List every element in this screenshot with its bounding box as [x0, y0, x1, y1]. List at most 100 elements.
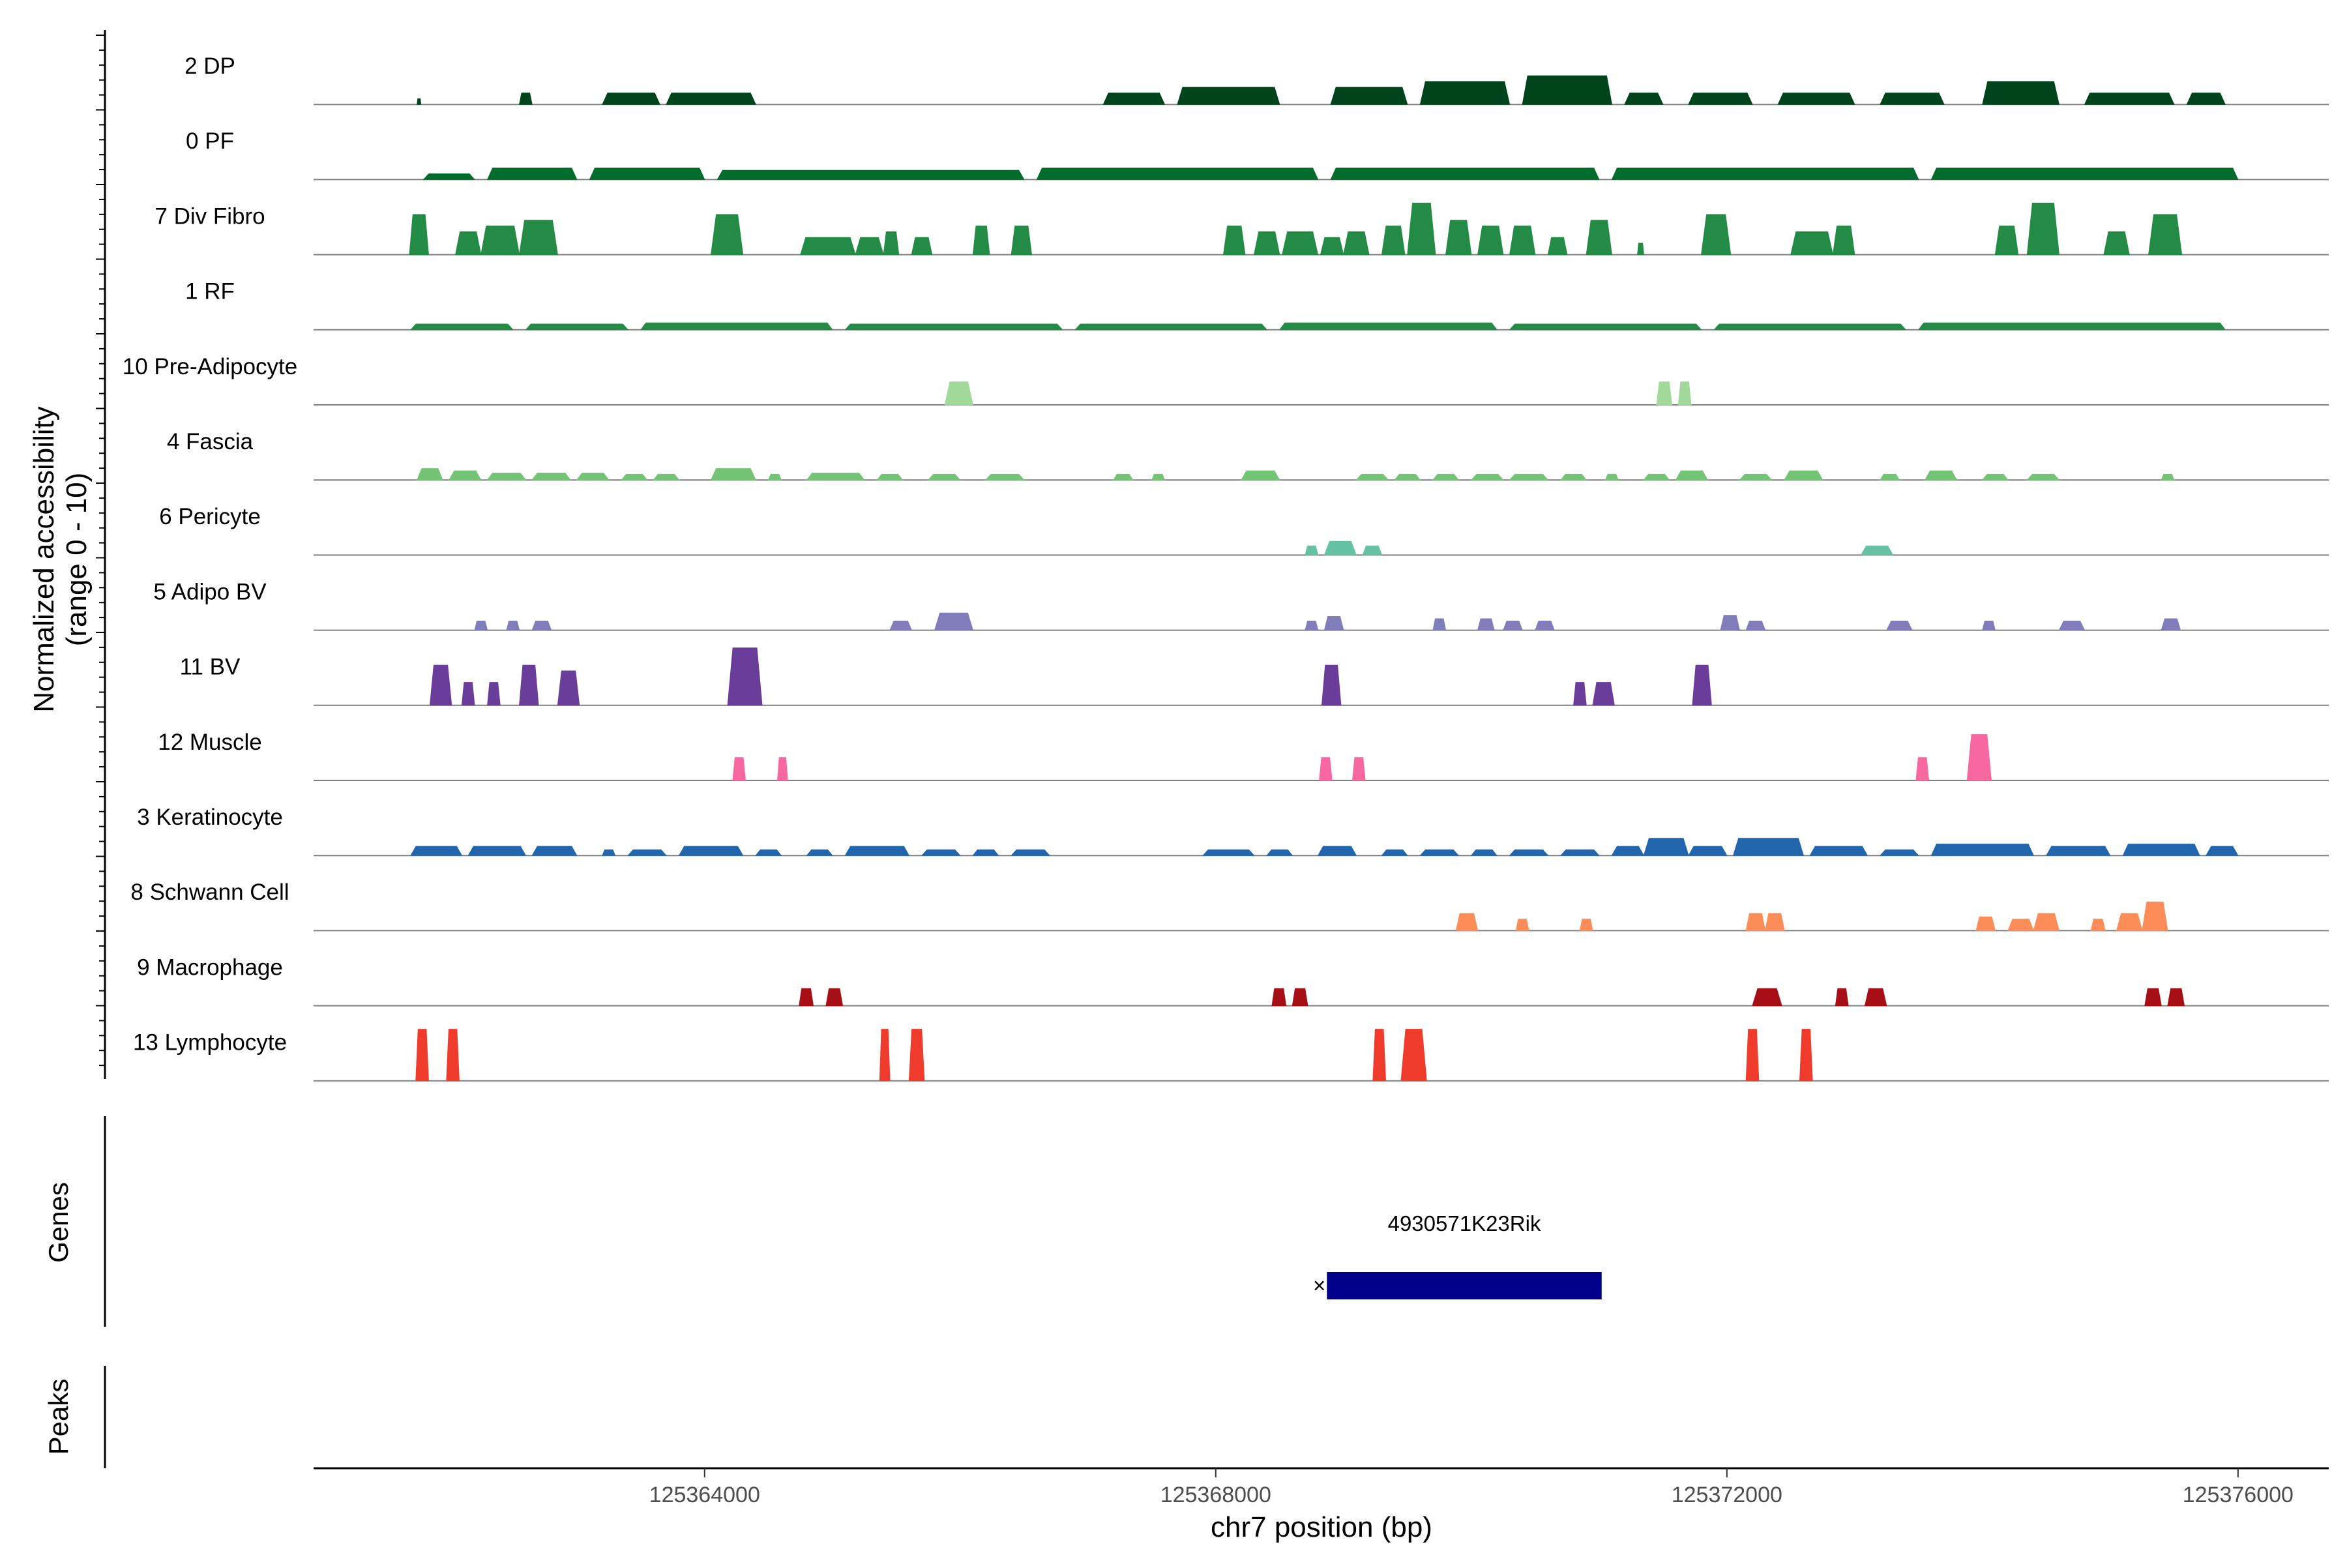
coverage-peak — [1745, 621, 1766, 631]
coverage-peak — [1509, 226, 1536, 256]
coverage-peak — [2205, 846, 2239, 856]
coverage-peak — [1509, 849, 1549, 856]
coverage-peak — [446, 1029, 460, 1082]
coverage-peak — [776, 757, 788, 781]
coverage-peak — [1372, 1029, 1387, 1082]
coverage-y-ticks — [96, 35, 105, 1067]
coverage-peak — [1477, 226, 1504, 256]
coverage-peak — [557, 670, 580, 706]
coverage-peak — [1330, 168, 1600, 180]
coverage-peak — [1407, 202, 1436, 256]
coverage-peak — [1688, 846, 1728, 856]
coverage-peak — [1643, 838, 1689, 856]
coverage-peak — [1879, 849, 1919, 856]
coverage-peak — [1319, 757, 1333, 781]
coverage-peak — [732, 757, 746, 781]
coverage-peak — [1503, 621, 1523, 631]
x-tick-label: 125372000 — [1672, 1483, 1782, 1507]
x-tick-label: 125364000 — [649, 1483, 760, 1507]
track-3: 7 Div Fibro — [155, 202, 2329, 256]
coverage-peak — [972, 849, 999, 856]
coverage-peak — [1445, 220, 1472, 256]
coverage-peak — [927, 473, 961, 481]
coverage-peak — [1752, 988, 1782, 1007]
track-10: 12 Muscle — [158, 730, 2329, 781]
coverage-peak — [806, 473, 865, 481]
track-2: 0 PF — [186, 128, 2329, 181]
coverage-peak — [1994, 226, 2019, 256]
track-14: 13 Lymphocyte — [133, 1029, 2329, 1082]
track-9: 11 BV — [180, 647, 2329, 706]
coverage-peak — [1547, 237, 1568, 256]
gene-annotations: 4930571K23Rik × — [1313, 1211, 1602, 1299]
coverage-peak — [1400, 1029, 1427, 1082]
coverage-peak — [1320, 237, 1344, 256]
coverage-peak — [1419, 849, 1460, 856]
coverage-peak — [2144, 988, 2162, 1007]
coverage-peak — [1579, 919, 1593, 931]
coverage-peak — [1151, 473, 1166, 481]
coverage-peak — [972, 226, 990, 256]
coverage-peak — [1323, 616, 1344, 631]
coverage-peak — [640, 322, 833, 331]
coverage-peak — [1241, 470, 1280, 481]
coverage-peak — [844, 323, 1063, 331]
coverage-peak — [1915, 757, 1930, 781]
x-axis-title: chr7 position (bp) — [1211, 1511, 1432, 1543]
coverage-peak — [2033, 913, 2060, 931]
coverage-peak — [461, 682, 475, 706]
coverage-peak — [2148, 214, 2183, 256]
genes-panel-title: Genes — [43, 1182, 74, 1263]
track-label: 3 Keratinocyte — [137, 805, 283, 830]
track-11: 3 Keratinocyte — [137, 805, 2329, 857]
coverage-peak — [602, 849, 616, 856]
peaks-panel-title: Peaks — [43, 1379, 74, 1455]
coverage-peak — [1470, 849, 1498, 856]
coverage-peak — [2161, 618, 2181, 631]
track-5: 10 Pre-Adipocyte — [123, 354, 2329, 406]
coverage-peak — [1604, 473, 1619, 481]
coverage-peak — [1177, 87, 1280, 105]
coverage-peak — [1637, 243, 1644, 256]
coverage-peak — [806, 849, 833, 856]
track-label: 2 DP — [185, 53, 235, 79]
track-1: 2 DP — [185, 53, 2329, 106]
coverage-peak — [2026, 202, 2059, 256]
coverage-peak — [799, 988, 814, 1007]
coverage-peak — [409, 323, 514, 331]
coverage-peak — [1885, 621, 1913, 631]
coverage-peak — [1643, 473, 1670, 481]
coverage-peak — [1720, 615, 1741, 631]
coverage-peak — [1832, 226, 1855, 256]
coverage-peak — [1102, 93, 1166, 105]
coverage-peak — [1305, 621, 1319, 631]
coverage-peak — [653, 473, 680, 481]
coverage-peak — [410, 846, 463, 856]
coverage-peak — [768, 473, 782, 481]
coverage-peak — [2007, 919, 2034, 931]
coverage-peak — [1784, 470, 1823, 481]
track-6: 4 Fascia — [167, 429, 2329, 481]
coverage-peak — [1323, 540, 1357, 555]
track-8: 5 Adipo BV — [153, 579, 2329, 631]
coverage-peak — [727, 647, 763, 706]
coverage-peak — [1790, 231, 1834, 256]
coverage-peak — [1559, 473, 1587, 481]
coverage-peak — [1611, 846, 1645, 856]
coverage-peak — [518, 93, 533, 105]
coverage-peak — [1292, 988, 1308, 1007]
coverage-peak — [1739, 473, 1773, 481]
coverage-peak — [1419, 81, 1511, 105]
track-12: 8 Schwann Cell — [130, 880, 2329, 932]
coverage-peak — [934, 612, 974, 631]
coverage-peak — [908, 1029, 925, 1082]
track-7: 6 Pericyte — [159, 504, 2329, 556]
coverage-peak — [1745, 913, 1766, 931]
coverage-tracks: 2 DP 0 PF 7 Div Fibro 1 RF 10 Pre-Adipocyte 4… — [123, 53, 2329, 1082]
coverage-peak — [1675, 470, 1709, 481]
track-label: 10 Pre-Adipocyte — [123, 354, 297, 379]
coverage-peak — [921, 849, 961, 856]
track-label: 1 RF — [185, 279, 235, 304]
coverage-peak — [1321, 664, 1342, 706]
